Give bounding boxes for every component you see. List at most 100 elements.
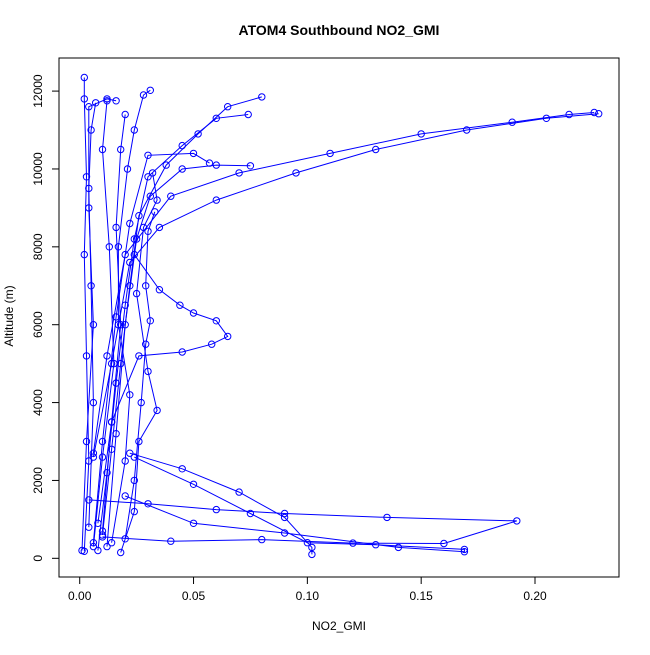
data-series xyxy=(89,110,603,461)
data-point xyxy=(146,192,155,200)
data-series xyxy=(126,449,316,559)
data-point xyxy=(117,321,125,329)
series-line xyxy=(92,113,599,458)
series-line xyxy=(97,254,229,524)
y-tick-label: 4000 xyxy=(31,389,45,416)
data-point xyxy=(258,535,266,544)
data-point xyxy=(135,352,143,360)
data-series xyxy=(85,99,100,531)
data-point xyxy=(308,543,316,552)
data-point xyxy=(162,161,170,169)
data-point xyxy=(121,321,129,329)
data-point xyxy=(417,130,425,138)
data-series xyxy=(94,250,232,527)
series-line xyxy=(125,456,465,553)
x-tick-label: 0.05 xyxy=(182,589,206,603)
y-tick-label: 0 xyxy=(31,555,45,562)
data-point xyxy=(112,313,120,321)
data-point xyxy=(87,126,95,134)
data-point xyxy=(148,169,157,177)
data-point xyxy=(78,546,86,555)
data-point xyxy=(132,289,141,298)
data-point xyxy=(258,93,266,101)
data-point xyxy=(303,539,312,547)
series-layer xyxy=(78,73,603,559)
data-point xyxy=(235,488,243,496)
data-point xyxy=(144,367,152,376)
data-point xyxy=(167,192,175,200)
data-point xyxy=(142,340,150,348)
data-point xyxy=(142,282,150,290)
series-line xyxy=(120,172,158,553)
data-point xyxy=(153,406,161,415)
data-point xyxy=(126,219,134,228)
data-point xyxy=(178,465,186,473)
data-point xyxy=(212,505,221,514)
data-point xyxy=(235,169,243,177)
data-point xyxy=(112,379,120,387)
data-point xyxy=(117,359,125,368)
data-point xyxy=(82,437,91,446)
data-point xyxy=(112,97,120,105)
data-point xyxy=(107,418,116,426)
data-series xyxy=(85,496,521,548)
data-point xyxy=(372,541,380,549)
data-point xyxy=(155,223,164,232)
data-point xyxy=(80,95,89,103)
series-line xyxy=(111,89,151,543)
data-point xyxy=(107,539,116,547)
data-point xyxy=(146,317,155,325)
data-point xyxy=(244,110,252,119)
data-point xyxy=(590,108,598,117)
data-point xyxy=(126,449,134,457)
data-point xyxy=(167,537,175,545)
data-point xyxy=(92,99,100,107)
data-point xyxy=(123,165,132,173)
data-point xyxy=(98,145,107,154)
x-tick-label: 0.00 xyxy=(68,589,92,603)
series-line xyxy=(129,452,313,555)
data-series xyxy=(89,149,214,547)
data-point xyxy=(292,169,300,177)
data-point xyxy=(280,509,289,518)
data-point xyxy=(103,352,111,360)
data-point xyxy=(194,130,202,138)
data-point xyxy=(98,453,107,461)
series-line xyxy=(88,102,97,528)
y-tick-label: 2000 xyxy=(31,467,45,494)
data-series xyxy=(121,453,469,556)
data-point xyxy=(94,519,102,527)
data-point xyxy=(139,91,148,99)
data-point xyxy=(89,453,98,461)
data-point xyxy=(189,149,198,158)
data-point xyxy=(372,145,380,154)
data-point xyxy=(189,519,198,527)
data-point xyxy=(121,110,129,119)
data-point xyxy=(94,546,102,555)
series-line xyxy=(124,211,156,539)
data-point xyxy=(176,301,184,309)
series-line xyxy=(92,100,115,547)
data-point xyxy=(280,513,289,522)
data-point xyxy=(595,110,603,118)
y-tick-label: 6000 xyxy=(31,311,45,338)
data-point xyxy=(85,184,93,193)
data-point xyxy=(130,126,139,134)
data-point xyxy=(121,492,129,500)
series-line xyxy=(92,152,210,543)
series-line xyxy=(102,114,126,532)
data-point xyxy=(103,469,111,477)
data-point xyxy=(212,114,221,123)
data-point xyxy=(135,437,143,446)
data-point xyxy=(80,73,89,82)
x-tick-label: 0.10 xyxy=(296,589,320,603)
data-point xyxy=(105,243,114,251)
y-tick-label: 12000 xyxy=(31,74,45,108)
data-point xyxy=(224,103,232,111)
data-point xyxy=(137,398,145,407)
data-point xyxy=(87,282,95,290)
data-point xyxy=(80,250,89,259)
data-point xyxy=(460,548,469,556)
